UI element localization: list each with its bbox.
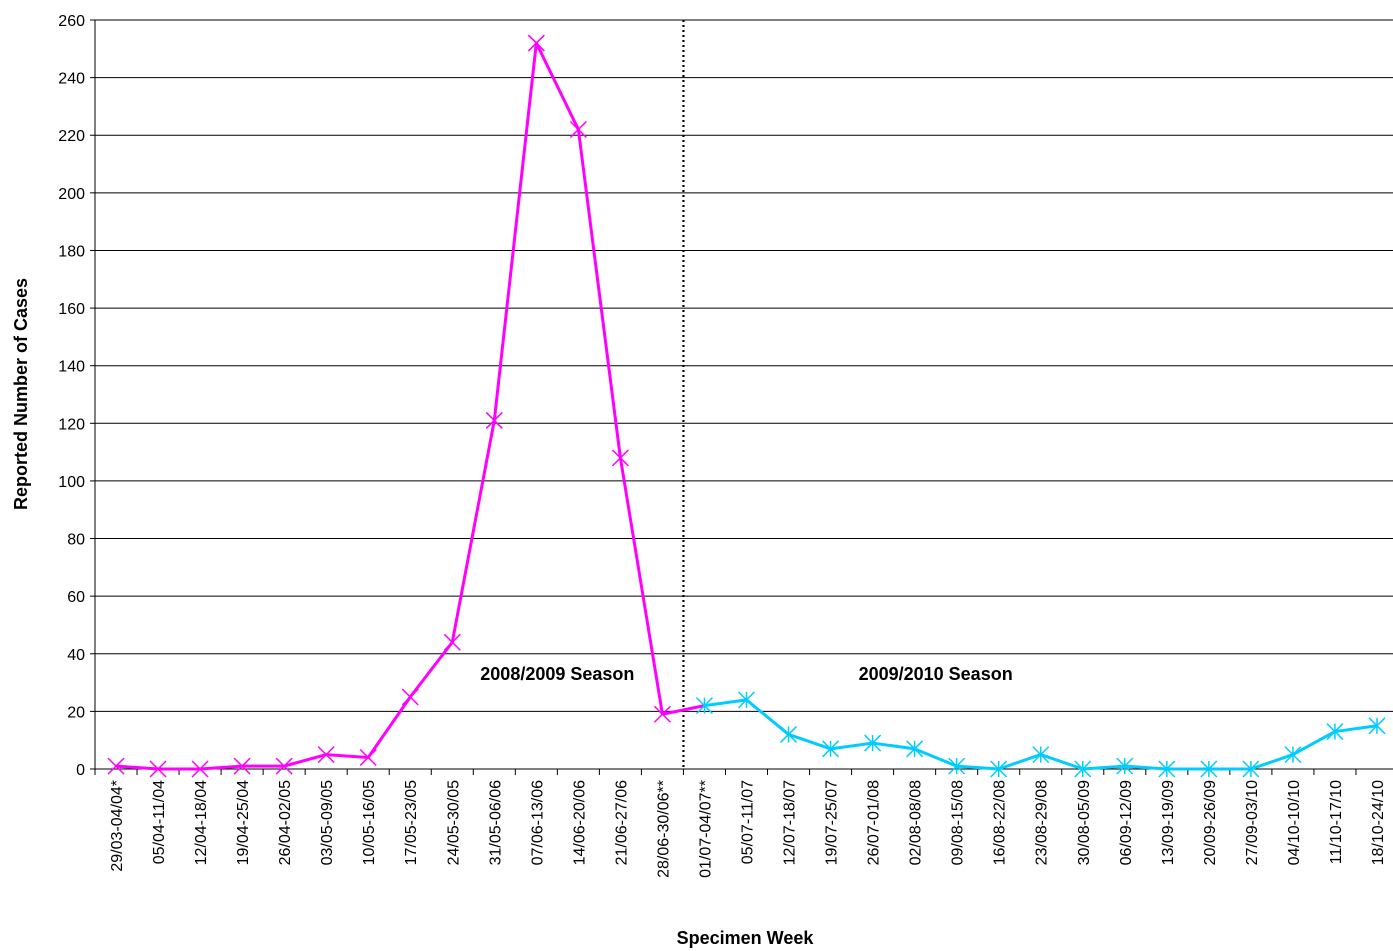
- y-tick-label: 260: [58, 13, 85, 30]
- x-tick-label: 05/07-11/07: [740, 780, 757, 864]
- data-point: [527, 34, 545, 52]
- y-axis-title: Reported Number of Cases: [11, 278, 31, 510]
- x-tick-label: 21/06-27/06: [613, 780, 630, 866]
- x-tick-label: 14/06-20/06: [571, 780, 588, 866]
- x-tick-label: 07/06-13/06: [529, 780, 546, 866]
- x-tick-label: 02/08-08/08: [908, 780, 925, 866]
- data-point: [569, 120, 587, 138]
- data-point: [906, 740, 924, 758]
- x-axis: 29/03-04/04* 05/04-11/04 12/04-18/04 19/04-…: [94, 769, 1387, 878]
- data-point: [780, 725, 798, 743]
- data-point: [1032, 746, 1050, 764]
- data-point: [1116, 757, 1134, 775]
- data-point: [1284, 746, 1302, 764]
- y-tick-label: 240: [58, 71, 85, 88]
- x-tick-label: 06/09-12/09: [1118, 780, 1135, 866]
- x-tick-label: 10/05-16/05: [361, 780, 378, 866]
- annotations: 2008/2009 Season 2009/2010 Season: [480, 664, 1012, 684]
- data-point: [359, 748, 377, 767]
- data-point: [317, 746, 335, 764]
- data-point: [149, 760, 167, 778]
- x-tick-label: 20/09-26/09: [1202, 780, 1219, 866]
- gridlines: [95, 19, 1393, 770]
- x-tick-label: 11/10-17/10: [1328, 780, 1345, 864]
- y-tick-label: 160: [58, 301, 85, 318]
- series-markers: [107, 34, 1386, 778]
- data-point: [485, 411, 503, 429]
- data-point: [1200, 760, 1218, 778]
- x-tick-label: 30/08-05/09: [1076, 780, 1093, 866]
- season-label: 2009/2010 Season: [859, 664, 1013, 684]
- x-tick-label: 26/07-01/08: [866, 780, 883, 866]
- x-tick-label: 09/08-15/08: [950, 780, 967, 866]
- data-point: [443, 633, 461, 651]
- data-point: [401, 688, 419, 706]
- y-tick-label: 120: [58, 416, 85, 433]
- data-point: [948, 757, 966, 775]
- x-tick-label: 19/04-25/04: [235, 780, 252, 866]
- y-tick-label: 80: [67, 532, 85, 549]
- y-tick-label: 180: [58, 243, 85, 260]
- y-tick-label: 60: [67, 589, 85, 606]
- x-tick-label: 01/07-04/07**: [697, 780, 714, 878]
- data-point: [1368, 717, 1386, 735]
- x-tick-label: 24/05-30/05: [445, 780, 462, 866]
- y-tick-label: 20: [67, 704, 85, 721]
- data-point: [1326, 723, 1344, 741]
- x-tick-label: 16/08-22/08: [992, 780, 1009, 866]
- data-point: [1074, 760, 1092, 778]
- data-point: [233, 757, 251, 775]
- data-point: [275, 757, 293, 775]
- x-axis-title: Specimen Week: [677, 928, 815, 948]
- x-tick-label: 28/06-30/06**: [655, 780, 672, 878]
- y-tick-label: 100: [58, 474, 85, 491]
- x-tick-label: 26/04-02/05: [277, 780, 294, 866]
- data-point: [611, 449, 629, 467]
- x-tick-label: 29/03-04/04*: [109, 780, 126, 872]
- data-point: [1158, 760, 1176, 778]
- series-connector: [662, 704, 705, 716]
- data-point: [1242, 760, 1260, 778]
- x-tick-label: 12/07-18/07: [782, 780, 799, 866]
- x-tick-label: 12/04-18/04: [193, 780, 210, 866]
- y-tick-label: 220: [58, 128, 85, 145]
- x-tick-label: 17/05-23/05: [403, 780, 420, 866]
- x-tick-label: 04/10-10/10: [1286, 780, 1303, 866]
- data-point: [864, 734, 882, 752]
- x-tick-label: 23/08-29/08: [1034, 780, 1051, 866]
- y-tick-label: 140: [58, 359, 85, 376]
- x-tick-label: 05/04-11/04: [151, 780, 168, 864]
- data-point: [737, 691, 756, 709]
- series-line-1: [115, 41, 664, 771]
- data-point: [695, 697, 713, 715]
- data-point: [990, 760, 1008, 778]
- season-label: 2008/2009 Season: [480, 664, 634, 684]
- y-tick-label: 40: [67, 647, 85, 664]
- x-tick-label: 13/09-19/09: [1160, 780, 1177, 866]
- y-tick-label: 200: [58, 186, 85, 203]
- data-point: [653, 705, 671, 723]
- x-tick-label: 27/09-03/10: [1244, 780, 1261, 866]
- data-point: [191, 760, 209, 778]
- x-tick-label: 18/10-24/10: [1370, 780, 1387, 866]
- data-point: [822, 740, 840, 758]
- x-tick-label: 31/05-06/06: [487, 780, 504, 866]
- data-point: [107, 757, 125, 775]
- series-lines: [115, 41, 1378, 771]
- x-tick-label: 19/07-25/07: [824, 780, 841, 866]
- y-axis: 0 20 40 60 80 100 120 140 160 180 200 220 240 260: [58, 13, 96, 779]
- x-tick-label: 03/05-09/05: [319, 780, 336, 866]
- y-tick-label: 0: [76, 762, 85, 779]
